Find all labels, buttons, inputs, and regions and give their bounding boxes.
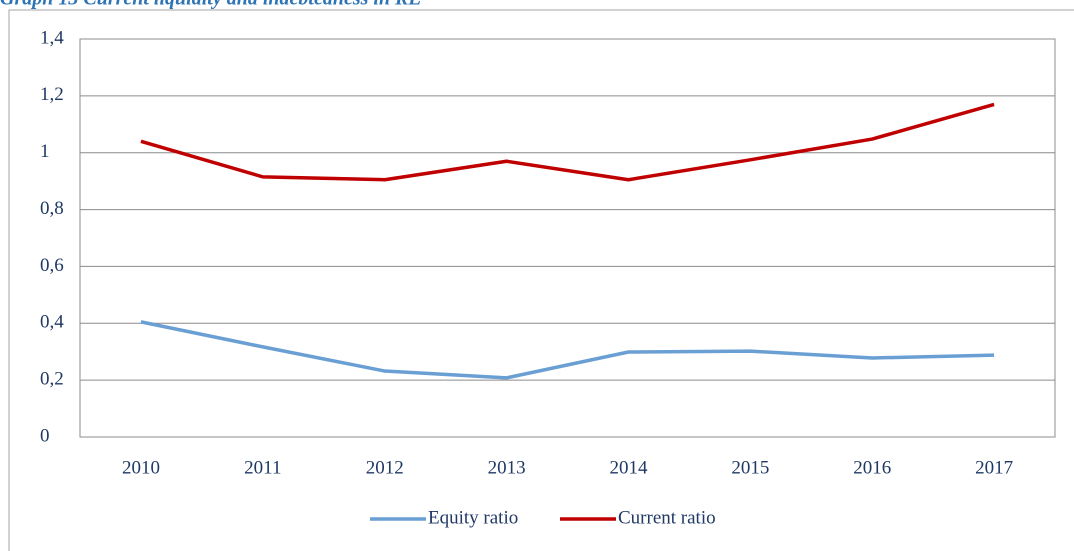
chart-title: Graph 13 Current liquidity and indebtedn…	[0, 0, 422, 10]
x-tick-label: 2013	[488, 457, 526, 478]
series-line	[140, 320, 995, 380]
y-tick-label: 1,2	[40, 84, 64, 105]
y-tick-label: 0,2	[40, 369, 64, 390]
x-tick-label: 2015	[731, 457, 769, 478]
chart-frame	[8, 9, 1074, 551]
series-line	[140, 102, 995, 182]
x-tick-label: 2016	[853, 457, 891, 478]
y-tick-label: 0,8	[40, 198, 64, 219]
y-tick-label: 0,6	[40, 255, 64, 276]
x-tick-label: 2011	[244, 457, 281, 478]
x-tick-label: 2014	[609, 457, 648, 478]
y-tick-label: 1	[40, 141, 50, 162]
x-tick-label: 2017	[975, 457, 1013, 478]
x-tick-label: 2010	[122, 457, 160, 478]
legend-label: Equity ratio	[428, 507, 518, 528]
x-tick-label: 2012	[366, 457, 404, 478]
y-tick-label: 0,4	[40, 312, 64, 333]
plot-frame	[79, 38, 1056, 438]
legend-label: Current ratio	[618, 507, 716, 528]
y-tick-label: 1,4	[40, 27, 64, 48]
y-tick-label: 0	[40, 425, 50, 446]
